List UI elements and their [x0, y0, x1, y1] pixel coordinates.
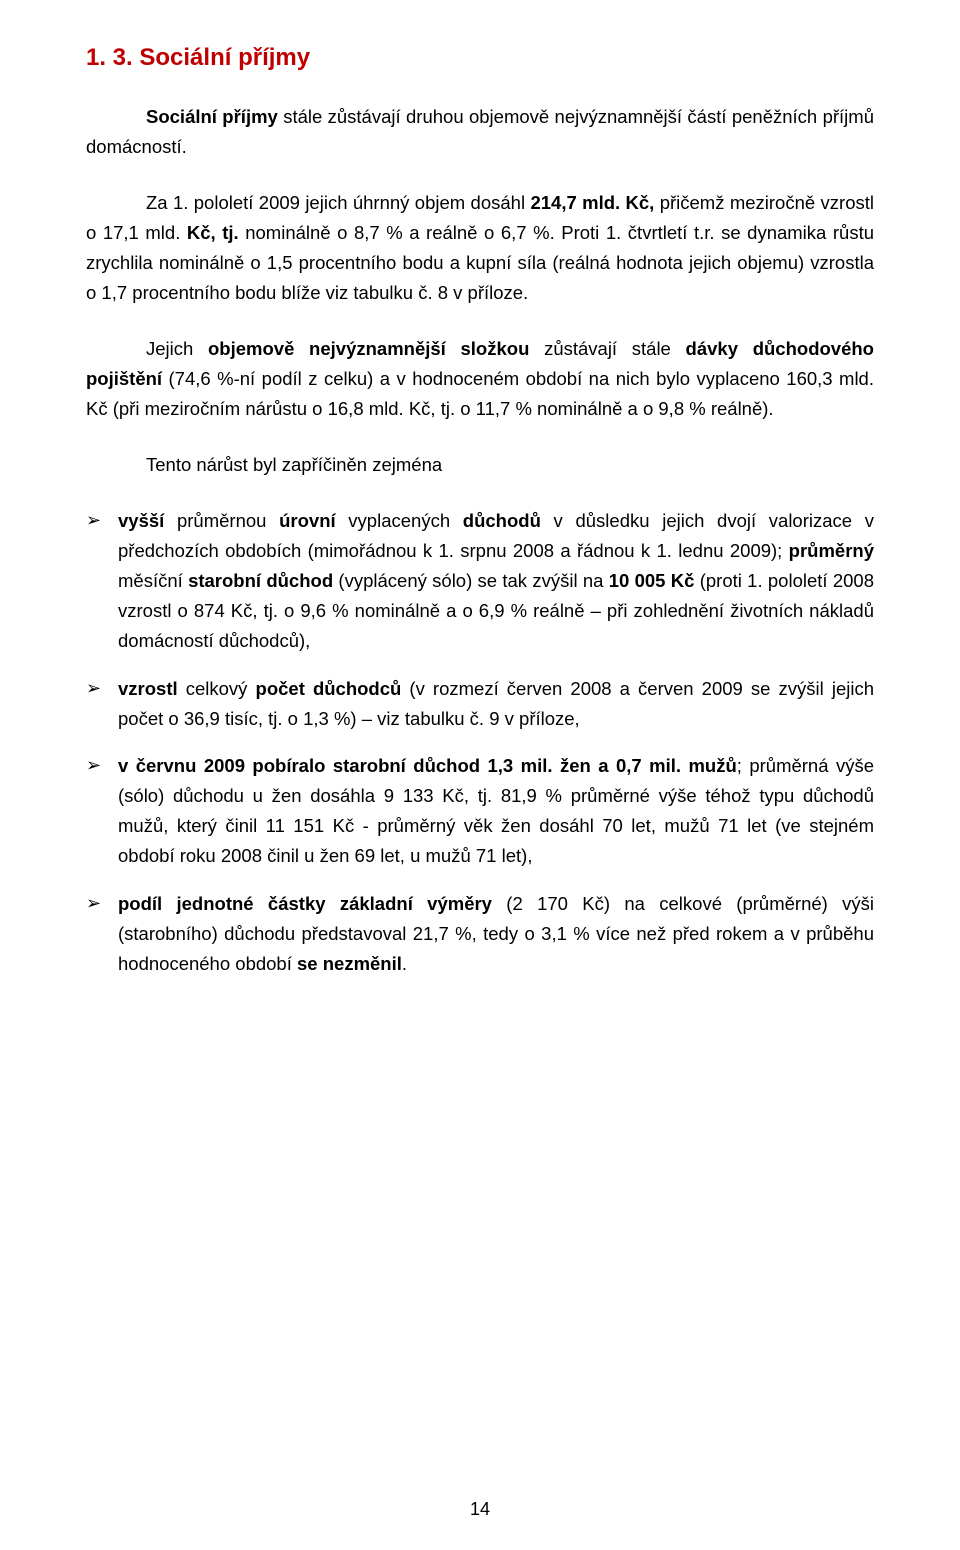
text: Za 1. pololetí 2009 jejich úhrnný objem …: [146, 192, 530, 213]
text-bold: starobní důchod: [188, 570, 333, 591]
text-bold: Kč, tj.: [187, 222, 239, 243]
text-bold: důchodů: [463, 510, 541, 531]
text-bold: se nezměnil: [297, 953, 402, 974]
text-bold: objemově nejvýznamnější složkou: [208, 338, 529, 359]
bullet-list: vyšší průměrnou úrovní vyplacených důcho…: [86, 506, 874, 980]
text-bold: vyšší: [118, 510, 164, 531]
document-page: 1. 3. Sociální příjmy Sociální příjmy st…: [0, 0, 960, 1550]
paragraph-2: Za 1. pololetí 2009 jejich úhrnný objem …: [86, 188, 874, 308]
page-number: 14: [0, 1499, 960, 1520]
text: Jejich: [146, 338, 208, 359]
paragraph-3: Jejich objemově nejvýznamnější složkou z…: [86, 334, 874, 424]
text-bold: podíl jednotné částky základní výměry: [118, 893, 492, 914]
text: (vyplácený sólo) se tak zvýšil na: [333, 570, 609, 591]
text-bold: 10 005 Kč: [609, 570, 695, 591]
text: zůstávají stále: [529, 338, 685, 359]
text-bold: úrovní: [279, 510, 336, 531]
text-bold: průměrný: [789, 540, 874, 561]
paragraph-1: Sociální příjmy stále zůstávají druhou o…: [86, 102, 874, 162]
text-bold: v červnu 2009 pobíralo starobní důchod 1…: [118, 755, 737, 776]
text: průměrnou: [164, 510, 279, 531]
list-item: podíl jednotné částky základní výměry (2…: [86, 889, 874, 979]
text: vyplacených: [336, 510, 463, 531]
text: celkový: [178, 678, 256, 699]
text: (74,6 %-ní podíl z celku) a v hodnoceném…: [86, 368, 874, 419]
text-bold: 214,7 mld. Kč,: [530, 192, 654, 213]
text: .: [402, 953, 407, 974]
list-item: v červnu 2009 pobíralo starobní důchod 1…: [86, 751, 874, 871]
list-item: vyšší průměrnou úrovní vyplacených důcho…: [86, 506, 874, 656]
list-item: vzrostl celkový počet důchodců (v rozmez…: [86, 674, 874, 734]
section-heading: 1. 3. Sociální příjmy: [86, 44, 874, 72]
text-bold: vzrostl: [118, 678, 178, 699]
text-bold: Sociální příjmy: [146, 106, 278, 127]
text-bold: počet důchodců: [256, 678, 402, 699]
paragraph-4: Tento nárůst byl zapříčiněn zejména: [86, 450, 874, 480]
text: měsíční: [118, 570, 188, 591]
